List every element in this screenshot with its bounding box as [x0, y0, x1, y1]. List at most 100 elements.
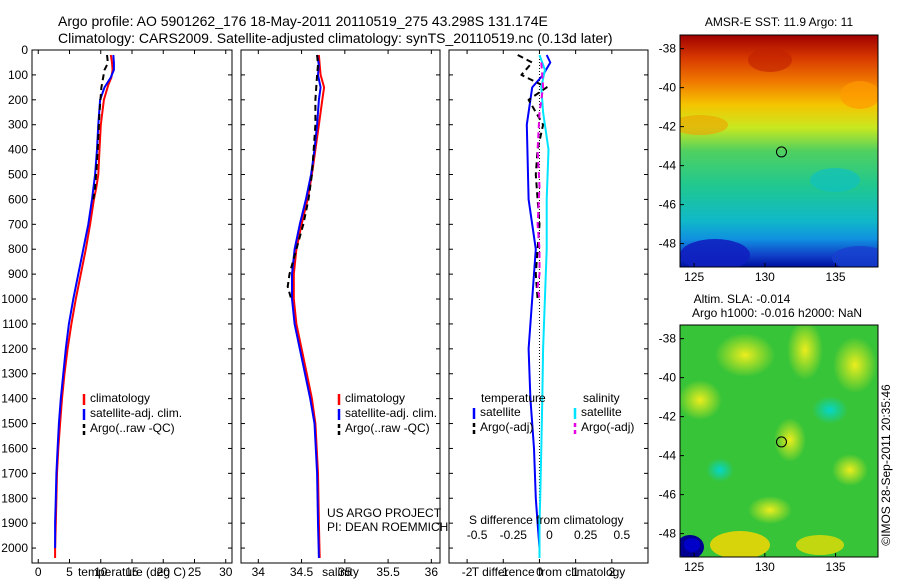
sst_map-lat-label: -44 — [659, 159, 677, 173]
salinity-legend-label: climatology — [345, 391, 405, 405]
sst-field — [680, 35, 878, 267]
project-note-line2: PI: DEAN ROEMMICH — [327, 520, 448, 534]
difference-panel: -2 -1 0 1 2T difference from climatology -0.5… — [448, 49, 649, 579]
difference-xlabel: T difference from climatology — [472, 565, 626, 579]
salinity-legend-label: satellite-adj. clim. — [345, 406, 437, 420]
sla_map-lat-label: -44 — [659, 449, 677, 463]
sla_map-lat-label: -40 — [659, 371, 677, 385]
salinity-series-line — [286, 54, 319, 300]
sla_map-argo-marker — [775, 436, 787, 448]
salinity-series-line — [292, 54, 326, 559]
sla_map-lon-label: 125 — [684, 560, 704, 574]
difference-legend-label: satellite — [480, 405, 521, 419]
sst_map-argo-marker — [775, 146, 787, 158]
depth-tick-label: 1900 — [1, 516, 28, 530]
difference-top-tick-label: 0 — [546, 528, 553, 542]
salinity-xtick-label: 34 — [252, 565, 266, 579]
difference-xtick-label: 1 — [572, 565, 579, 579]
salinity-xlabel: salinity — [322, 565, 359, 579]
temperature-frame — [31, 49, 233, 564]
salinity-frame — [240, 49, 441, 564]
climatology-subtitle: Climatology: CARS2009. Satellite-adjuste… — [58, 30, 613, 46]
salinity-xtick-label: 34.5 — [290, 565, 314, 579]
difference-top-tick-label: -0.25 — [500, 528, 528, 542]
difference-top-tick-label: 0.5 — [613, 528, 630, 542]
difference-series-line — [525, 54, 552, 558]
temperature-series-line — [54, 54, 115, 549]
difference-legend-salinity-header: salinity — [583, 391, 620, 405]
depth-tick-label: 700 — [8, 217, 28, 231]
difference-series-line — [536, 62, 545, 300]
sla_map-lat-label: -42 — [659, 410, 677, 424]
profile-title: Argo profile: AO 5901262_176 18-May-2011… — [58, 13, 548, 29]
temperature-xtick-label: 10 — [94, 565, 108, 579]
temperature-legend-label: Argo(..raw -QC) — [90, 421, 175, 435]
depth-tick-label: 300 — [8, 118, 28, 132]
salinity-xtick-label: 35.5 — [376, 565, 400, 579]
depth-tick-label: 2000 — [1, 541, 28, 555]
depth-tick-label: 1100 — [2, 317, 28, 331]
depth-tick-label: 1400 — [1, 392, 28, 406]
sla-map-title-line2: Argo h1000: -0.016 h2000: NaN — [692, 306, 862, 320]
depth-tick-label: 0 — [21, 43, 28, 57]
sst_map-lat-label: -42 — [659, 120, 677, 134]
sst_map-lat-label: -40 — [659, 81, 677, 95]
sst_map-lon-label: 130 — [755, 270, 775, 284]
depth-tick-label: 1700 — [1, 466, 28, 480]
temperature-xtick-label: 25 — [188, 565, 202, 579]
temperature-xlabel: temperature (deg C) — [78, 565, 186, 579]
depth-tick-label: 1000 — [1, 292, 28, 306]
temperature-series-line — [54, 54, 114, 558]
temperature-series-line — [92, 54, 109, 200]
sla_map-lon-label: 135 — [826, 560, 846, 574]
depth-tick-label: 500 — [8, 168, 28, 182]
sla_map-lat-label: -46 — [659, 488, 677, 502]
difference-top-xlabel: S difference from climatology — [469, 513, 624, 527]
sst_map-lat-label: -38 — [659, 42, 677, 56]
difference-xtick-label: -1 — [498, 565, 509, 579]
difference-legend-temperature-header: temperature — [481, 391, 546, 405]
depth-tick-label: 100 — [8, 68, 28, 82]
depth-tick-label: 1600 — [1, 441, 28, 455]
sla-map-title-line1: Altim. SLA: -0.014 — [694, 292, 791, 306]
difference-series-line — [517, 54, 548, 300]
temperature-xtick-label: 20 — [157, 565, 171, 579]
project-note-line1: US ARGO PROJECT — [327, 506, 442, 520]
sla-field — [680, 325, 878, 557]
temperature-legend-label: satellite-adj. clim. — [90, 406, 182, 420]
salinity-series-line — [291, 54, 322, 559]
salinity-xtick-label: 35 — [338, 565, 352, 579]
temperature-xtick-label: 15 — [125, 565, 139, 579]
sla_map-lat-label: -48 — [659, 527, 677, 541]
salinity-panel: 34 34.5 35 35.5 36 salinity climatologysatelli… — [240, 49, 441, 579]
depth-tick-label: 1800 — [1, 491, 28, 505]
sst-map-title: AMSR-E SST: 11.9 Argo: 11 — [705, 15, 854, 29]
depth-tick-label: 600 — [8, 192, 28, 206]
difference-legend-label: satellite — [581, 405, 622, 419]
temperature-xtick-label: 0 — [35, 565, 42, 579]
difference-legend-label: Argo(-adj) — [581, 420, 634, 434]
difference-xtick-label: -2 — [462, 565, 473, 579]
temperature-panel: 0100200300400500600700800900100011001200… — [1, 43, 232, 579]
sst_map-lon-label: 135 — [826, 270, 846, 284]
depth-tick-label: 900 — [8, 267, 28, 281]
difference-frame — [448, 49, 649, 564]
sla-map: 125 130 135 -38 -40 -42 -44 -46 -48 — [659, 324, 879, 574]
difference-xtick-label: 2 — [608, 565, 615, 579]
sla_map-lat-label: -38 — [659, 332, 677, 346]
difference-legend-label: Argo(-adj) — [480, 420, 533, 434]
imos-credit: ©IMOS 28-Sep-2011 20:35:46 — [879, 384, 893, 546]
difference-top-tick-label: -0.5 — [467, 528, 488, 542]
depth-tick-label: 1300 — [1, 367, 28, 381]
temperature-xtick-label: 5 — [66, 565, 73, 579]
difference-series-line — [538, 54, 550, 558]
sst_map-lat-label: -48 — [659, 237, 677, 251]
salinity-xtick-label: 36 — [425, 565, 439, 579]
temperature-xtick-label: 30 — [219, 565, 233, 579]
sst_map-lat-label: -46 — [659, 198, 677, 212]
depth-tick-label: 1200 — [1, 342, 28, 356]
depth-tick-label: 800 — [8, 242, 28, 256]
depth-tick-label: 200 — [8, 93, 28, 107]
salinity-legend-label: Argo(..raw -QC) — [345, 421, 430, 435]
